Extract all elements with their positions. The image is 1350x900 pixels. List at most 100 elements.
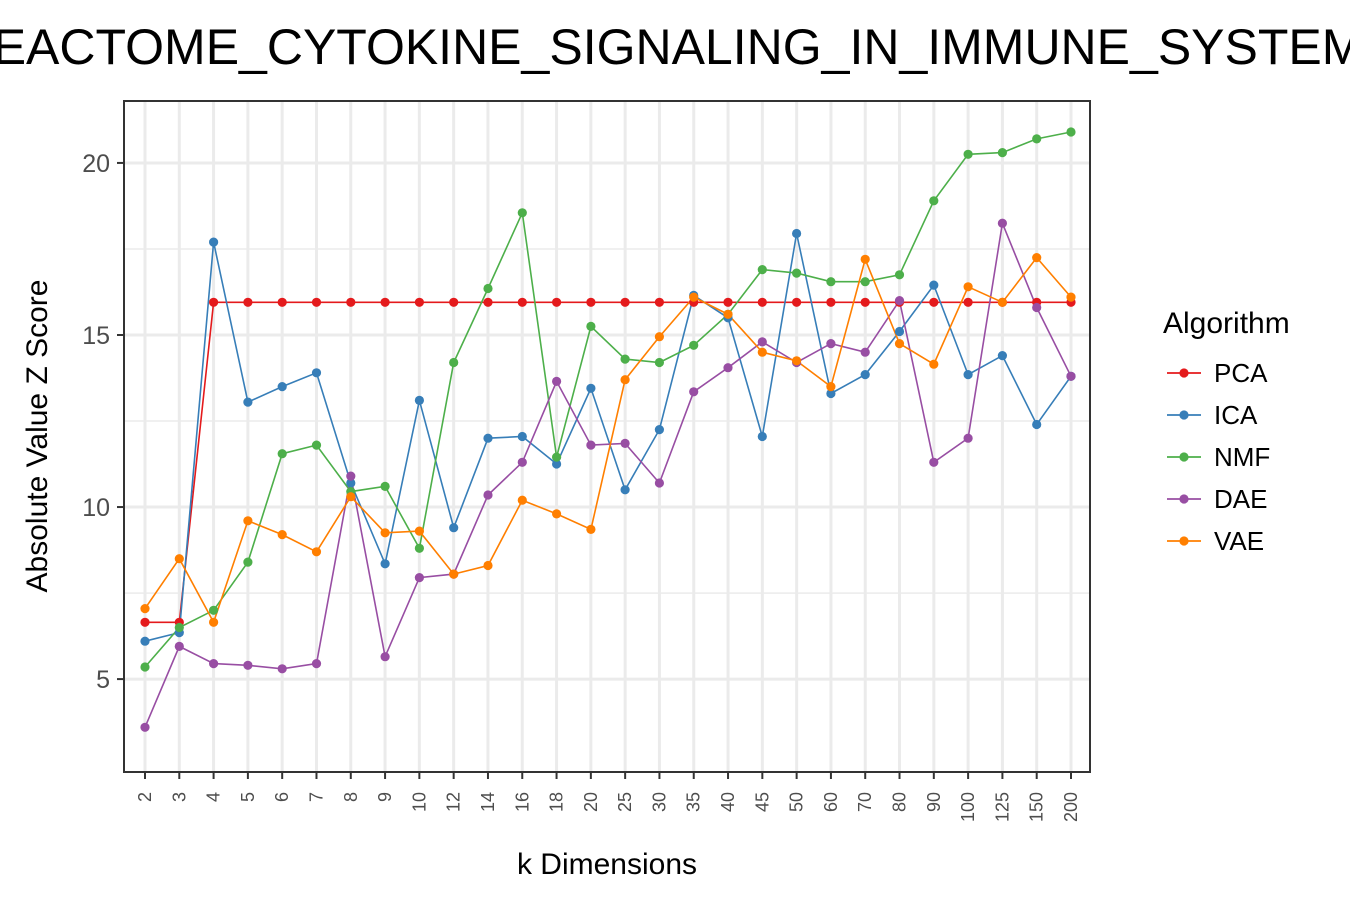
data-point-dae: [1032, 302, 1042, 313]
data-point-vae: [654, 332, 665, 342]
x-axis-title: k Dimensions: [517, 848, 697, 881]
x-tick-label: 9: [375, 792, 395, 802]
y-axis-title: Absolute Value Z Score: [21, 280, 54, 593]
x-tick-label: 4: [204, 792, 224, 802]
data-point-pca: [311, 297, 322, 307]
data-point-vae: [757, 347, 767, 357]
data-point-nmf: [380, 481, 390, 491]
data-point-pca: [277, 297, 287, 307]
x-tick-label: 60: [821, 792, 841, 812]
legend-title: Algorithm: [1163, 307, 1290, 340]
data-point-nmf: [620, 354, 630, 364]
x-tick-label: 30: [649, 792, 669, 812]
data-point-dae: [723, 363, 733, 373]
data-point-nmf: [894, 270, 905, 280]
data-point-pca: [380, 297, 390, 307]
data-point-vae: [860, 254, 870, 264]
x-tick-label: 6: [272, 792, 292, 802]
series-line-ica: [144, 233, 1072, 642]
data-point-nmf: [860, 277, 870, 287]
data-point-dae: [1066, 371, 1076, 381]
data-point-pca: [552, 297, 562, 307]
x-tick-label: 70: [855, 792, 875, 812]
data-point-nmf: [757, 265, 767, 275]
x-tick-label: 7: [307, 792, 327, 802]
data-point-nmf: [1066, 127, 1076, 137]
x-tick-label: 50: [787, 792, 807, 812]
legend-key-point-vae: [1179, 536, 1189, 546]
data-point-vae: [174, 554, 184, 564]
data-point-dae: [483, 490, 493, 500]
data-point-vae: [792, 356, 802, 366]
data-point-nmf: [483, 283, 493, 294]
data-point-ica: [483, 433, 493, 443]
x-tick-label: 8: [341, 792, 361, 802]
legend-key-point-ica: [1179, 410, 1189, 420]
data-point-nmf: [277, 449, 287, 459]
y-tick-label: 5: [96, 666, 110, 694]
data-point-dae: [311, 659, 322, 669]
x-tick-label: 90: [924, 792, 944, 812]
series-line-dae: [144, 220, 1072, 728]
data-point-vae: [311, 547, 322, 557]
data-point-pca: [586, 297, 596, 307]
data-point-dae: [243, 660, 253, 670]
y-tick-label: 15: [82, 322, 110, 350]
data-point-dae: [140, 722, 150, 732]
data-point-dae: [963, 433, 973, 443]
data-point-dae: [346, 471, 356, 481]
data-point-nmf: [689, 340, 699, 350]
data-point-vae: [517, 495, 527, 505]
data-point-nmf: [140, 662, 150, 672]
data-point-ica: [792, 228, 802, 239]
x-tick-label: 3: [169, 792, 189, 802]
data-point-nmf: [997, 148, 1008, 158]
series-layer: [140, 127, 1076, 732]
data-point-dae: [826, 339, 836, 349]
chart-title: REACTOME_CYTOKINE_SIGNALING_IN_IMMUNE_SY…: [0, 19, 1350, 75]
data-point-nmf: [243, 557, 253, 567]
data-point-vae: [689, 292, 699, 302]
data-point-nmf: [449, 357, 459, 368]
data-point-dae: [277, 664, 287, 674]
x-tick-label: 125: [992, 792, 1012, 822]
data-point-ica: [277, 382, 287, 392]
data-point-vae: [243, 516, 253, 526]
data-point-dae: [517, 457, 527, 467]
data-point-pca: [414, 297, 424, 307]
data-point-vae: [620, 375, 630, 385]
data-point-nmf: [963, 149, 973, 159]
data-point-ica: [1032, 419, 1042, 430]
legend: Algorithm PCA ICA NMF DAE VAE: [1163, 307, 1290, 556]
data-point-nmf: [586, 321, 596, 331]
data-point-dae: [552, 376, 562, 386]
series-line-nmf: [144, 131, 1072, 668]
data-point-pca: [209, 297, 219, 307]
data-point-nmf: [552, 452, 562, 462]
legend-label-vae: VAE: [1214, 526, 1264, 556]
data-point-pca: [723, 297, 733, 307]
data-point-vae: [414, 526, 424, 536]
x-tick-label: 200: [1061, 792, 1081, 822]
data-point-nmf: [929, 196, 939, 206]
data-point-pca: [483, 297, 493, 307]
data-point-ica: [620, 485, 630, 495]
data-point-nmf: [517, 208, 527, 218]
data-point-ica: [860, 370, 870, 380]
data-point-pca: [963, 297, 973, 307]
data-point-nmf: [654, 357, 665, 368]
legend-key-point-dae: [1179, 494, 1189, 504]
data-point-vae: [209, 617, 219, 627]
data-point-vae: [929, 359, 939, 369]
data-point-vae: [380, 528, 390, 538]
data-point-ica: [586, 383, 596, 393]
legend-label-nmf: NMF: [1214, 442, 1270, 472]
data-point-dae: [929, 457, 939, 467]
data-point-pca: [620, 297, 630, 307]
data-point-ica: [449, 523, 459, 533]
x-tick-label: 12: [444, 792, 464, 812]
data-point-ica: [414, 395, 424, 405]
x-tick-label: 150: [1027, 792, 1047, 822]
x-tick-label: 10: [409, 792, 429, 812]
data-point-dae: [209, 659, 219, 669]
